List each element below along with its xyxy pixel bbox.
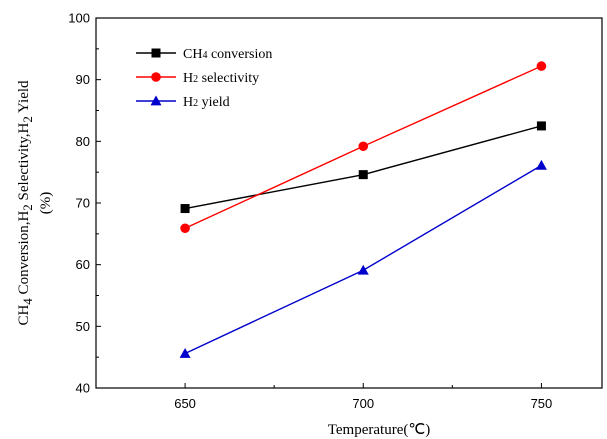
data-point-h2-selectivity <box>358 141 369 152</box>
data-point-h2-yield <box>179 347 191 358</box>
y-tick-label: 60 <box>76 257 90 272</box>
y-tick-label: 50 <box>76 319 90 334</box>
series-markers <box>179 61 547 358</box>
y-tick-label: 100 <box>68 11 90 26</box>
y-tick-label: 70 <box>76 196 90 211</box>
series-lines <box>184 65 542 355</box>
x-tick-label: 750 <box>531 396 553 411</box>
x-axis-title: Temperature(℃) <box>328 422 430 438</box>
legend: CH4 conversion H2 selectivity H2 yield <box>136 47 272 110</box>
data-point-h2-selectivity <box>536 61 547 71</box>
data-point-ch4-conversion <box>180 204 190 214</box>
legend-label-ch4-conversion: CH4 conversion <box>183 47 272 62</box>
x-axis: 650 700 750 <box>95 383 553 411</box>
legend-marker-ch4-conversion <box>151 48 161 58</box>
y-tick-label: 80 <box>76 134 90 149</box>
legend-label-h2-yield: H2 yield <box>183 95 230 110</box>
legend-label-h2-selectivity: H2 selectivity <box>183 71 259 86</box>
y-axis-title-line1: CH4 Conversion,H2 Selectivity,H2 Yield <box>16 80 35 326</box>
data-point-ch4-conversion <box>358 170 368 180</box>
y-tick-label: 90 <box>76 72 90 87</box>
y-axis: 40 50 60 70 80 90 100 <box>68 11 101 396</box>
x-tick-label: 700 <box>352 396 374 411</box>
y-tick-label: 40 <box>76 381 90 396</box>
x-tick-label: 650 <box>174 396 196 411</box>
data-point-h2-yield <box>535 159 547 170</box>
data-point-h2-yield <box>357 264 369 275</box>
legend-marker-h2-selectivity <box>151 72 161 82</box>
data-point-ch4-conversion <box>536 121 546 131</box>
y-axis-title: CH4 Conversion,H2 Selectivity,H2 Yield (… <box>16 80 54 326</box>
series-line-h2-yield <box>184 164 542 355</box>
data-point-h2-selectivity <box>180 223 190 234</box>
legend-marker-h2-yield <box>150 95 162 106</box>
y-axis-title-line2: (%) <box>38 192 54 215</box>
